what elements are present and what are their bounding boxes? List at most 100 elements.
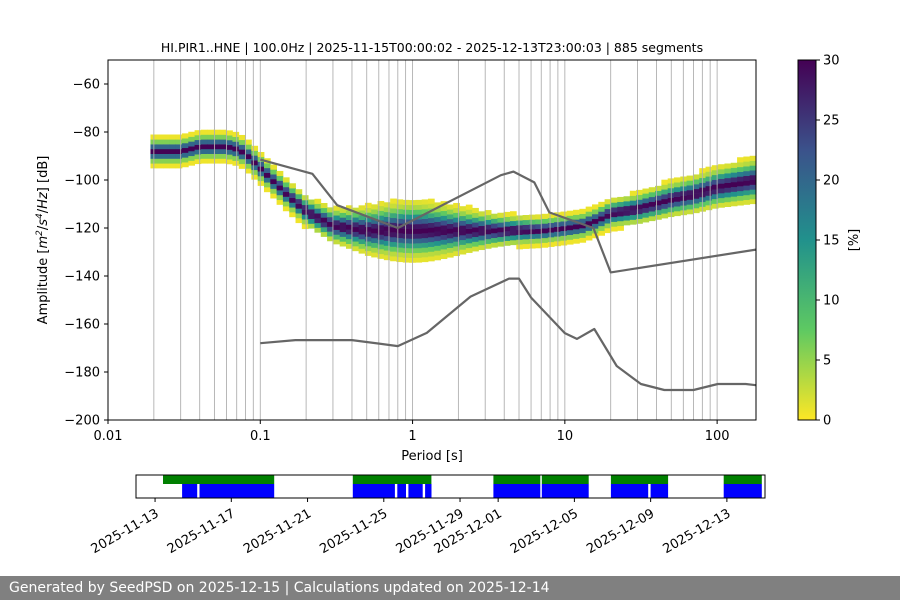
heatmap-cell [434, 226, 442, 232]
heatmap-cell [352, 226, 360, 232]
heatmap-cell [566, 210, 574, 216]
colorbar-tick-label: 25 [823, 114, 840, 129]
heatmap-cell [383, 211, 391, 217]
heatmap-cell [440, 225, 448, 231]
heatmap-cell [472, 241, 479, 247]
timeline-frame [135, 474, 766, 499]
heatmap-cell [642, 193, 650, 199]
heatmap-cell [503, 235, 511, 241]
heatmap-cell [219, 158, 227, 164]
heatmap-cell [383, 202, 391, 208]
heatmap-cell [711, 170, 719, 176]
heatmap-cell [339, 222, 347, 228]
heatmap-cell [377, 210, 385, 216]
heatmap-cell [194, 149, 202, 155]
heatmap-cell [472, 217, 479, 223]
heatmap-cell [434, 231, 442, 237]
heatmap-cell [711, 184, 719, 190]
timeline-tick-label: 2025-11-21 [241, 506, 314, 557]
heatmap-cell [219, 134, 227, 140]
heatmap-cell [289, 212, 296, 218]
figure: HI.PIR1..HNE | 100.0Hz | 2025-11-15T00:0… [35, 40, 862, 557]
x-tick-label: 0.01 [94, 429, 123, 444]
heatmap-cell [364, 226, 372, 232]
heatmap-cell [226, 149, 233, 155]
heatmap-cell [465, 209, 473, 215]
heatmap-cell [213, 148, 221, 154]
heatmap-cell [383, 240, 391, 246]
heatmap-cell [560, 221, 568, 227]
heatmap-cell [661, 213, 669, 219]
heatmap-cell [705, 205, 713, 211]
heatmap-cell [737, 190, 744, 196]
heatmap-cell [295, 213, 303, 219]
heatmap-cell [705, 195, 713, 201]
heatmap-cell [579, 228, 587, 234]
heatmap-cell [459, 210, 467, 217]
data-availability-bar [723, 475, 762, 484]
heatmap-cell [743, 180, 751, 186]
heatmap-cell [276, 199, 284, 205]
heatmap-cell [598, 230, 606, 236]
heatmap-cell [163, 153, 170, 159]
heatmap-cell [705, 185, 713, 191]
colorbar-gradient [797, 59, 817, 421]
data-availability-bar [352, 475, 432, 484]
heatmap-cell [674, 182, 681, 188]
timeline-tick-label: 2025-12-05 [508, 506, 581, 557]
heatmap-cell [472, 236, 479, 242]
heatmap-cell [724, 201, 732, 207]
heatmap-cell [598, 221, 606, 227]
heatmap-cell [333, 229, 341, 235]
heatmap-cell [446, 209, 454, 215]
heatmap-cell [358, 234, 366, 240]
heatmap-cell [598, 201, 606, 207]
heatmap-cell [440, 215, 448, 221]
heatmap-cell [402, 209, 410, 215]
heatmap-cell [509, 220, 517, 226]
heatmap-cell [655, 209, 662, 215]
heatmap-cell [453, 236, 460, 242]
heatmap-cell [427, 222, 435, 228]
heatmap-cell [163, 163, 170, 169]
heatmap-cell [421, 204, 429, 210]
heatmap-cell [737, 186, 744, 192]
heatmap-cell [251, 169, 259, 175]
heatmap-cell [459, 230, 467, 236]
heatmap-cell [238, 158, 246, 165]
heatmap-cell [718, 183, 725, 189]
heatmap-cell [484, 238, 492, 244]
heatmap-cell [390, 246, 397, 252]
heatmap-cell [219, 144, 227, 150]
heatmap-cell [339, 207, 347, 213]
heatmap-cell [604, 204, 612, 210]
plot-frame [107, 59, 757, 421]
heatmap-cell [251, 150, 259, 156]
heatmap-cell [629, 205, 637, 211]
heatmap-cell [472, 227, 479, 233]
heatmap-cell [200, 148, 208, 154]
heatmap-cell [169, 148, 177, 154]
heatmap-cell [547, 227, 555, 233]
heatmap-cell [674, 187, 681, 193]
heatmap-cell [415, 247, 423, 254]
heatmap-cell [200, 139, 208, 145]
heatmap-cell [503, 231, 511, 237]
heatmap-cell [743, 170, 751, 177]
heatmap-cell [453, 246, 460, 252]
availability-timeline: 2025-11-13 2025-11-17 2025-11-21 2025-11-25… [89, 474, 766, 557]
heatmap-cell [427, 213, 435, 219]
heatmap-cell [573, 224, 580, 230]
heatmap-cell [573, 209, 580, 215]
heatmap-cell [415, 252, 423, 258]
heatmap-cell [327, 216, 334, 223]
heatmap-cell [427, 256, 435, 262]
heatmap-cell [314, 198, 322, 204]
heatmap-cell [573, 228, 580, 235]
psd-availability-bar [182, 484, 198, 498]
heatmap-cell [453, 207, 460, 213]
heatmap-cell [686, 175, 694, 181]
heatmap-cell [427, 237, 435, 243]
heatmap-cell [629, 200, 637, 206]
heatmap-cell [730, 162, 738, 168]
